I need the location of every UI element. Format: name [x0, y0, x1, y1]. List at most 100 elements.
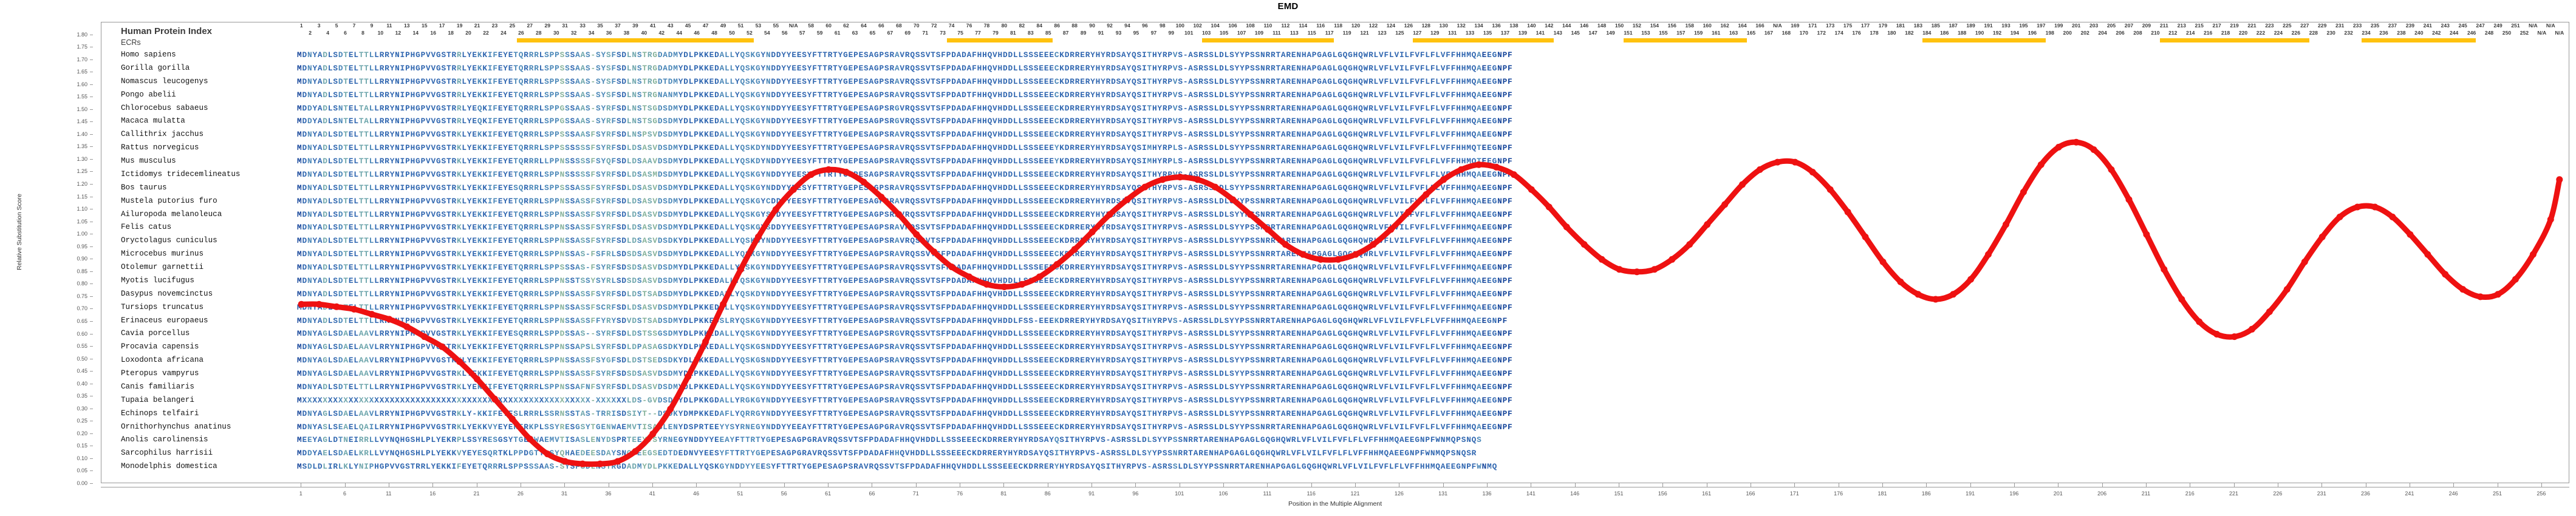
y-axis: 0.00 0.05 0.10 0.15 0.20 0.25 0.30 0.35 0.40 0.45… — [0, 22, 101, 486]
y-tick-mark — [90, 433, 93, 434]
species-label[interactable]: Anolis carolinensis — [121, 435, 208, 444]
sequence-text[interactable]: MDNYADLSDTELTTLLRRYNIPHGPVVGSTRKLYEKKIFE… — [297, 382, 1513, 392]
species-label[interactable]: Microcebus murinus — [121, 250, 204, 259]
sequence-text[interactable]: MDNYADLSDTELTTLLRRYNIPHGPVVGSTRRLYEKKIFE… — [297, 50, 1513, 59]
species-label[interactable]: Otolemur garnettii — [121, 263, 204, 271]
species-label[interactable]: Gorilla gorilla — [121, 63, 190, 72]
sequence-text[interactable]: MDNYADLSDTELTTLLRRYNIPHGPVVGSTRKLYEKKIFE… — [297, 130, 1513, 140]
y-tick-label: 0.50 — [77, 355, 87, 362]
species-label[interactable]: Mustela putorius furo — [121, 196, 217, 205]
column-number: 87 — [1062, 30, 1069, 36]
column-number: 130 — [1439, 22, 1448, 29]
y-tick-mark — [90, 296, 93, 297]
sequence-text[interactable]: MDNYAGLSDAELAAVLRRYNIPHGPVVGSTRKLYEKKIFE… — [297, 369, 1513, 378]
sequence-text[interactable]: MDNYAGLSDAELAAVLRRYNIPHGPVVGSTRKLYEKKIFE… — [297, 329, 1513, 339]
y-tick-mark — [90, 371, 93, 372]
species-label[interactable]: Tursiops truncatus — [121, 302, 204, 311]
species-label[interactable]: Erinaceus europaeus — [121, 316, 208, 325]
column-number: 42 — [658, 30, 665, 36]
ecr-bar[interactable] — [1624, 38, 1747, 42]
ecr-bar[interactable] — [1413, 38, 1554, 42]
sequence-text[interactable]: MDNYADLSDTELTTLLRRYNIPHGPVVGSTRKLYEKKIFE… — [297, 157, 1513, 166]
sequence-text[interactable]: MDNYASLSEAELQAILRRYNIPHGPVVGSTRKLYEKKVYE… — [297, 422, 1513, 432]
sequence-text[interactable]: MDNYADLSDTELTTLLRRYNIPHGPVVGSTRKLYEKKIFE… — [297, 263, 1513, 272]
sequence-text[interactable]: MDDYAELSDAELKRLLVYNQHGSHLPLYEKKVYEYESQRT… — [297, 449, 1477, 458]
sequence-text[interactable]: MDNYADLSDTELTTLLRRYNIPHGPVVGSTRKLYEKKIFE… — [297, 316, 1508, 325]
column-number: 195 — [2019, 22, 2028, 29]
sequence-text[interactable]: MDNYADLSDTELTTLLRRYNIPHGPVVGSTRKLYEKKIFE… — [297, 289, 1513, 299]
species-label[interactable]: Macaca mulatta — [121, 117, 185, 126]
sequence-text[interactable]: MDNYADLSDTELTTLLRRYNIPHGPVVGSTRKLYEKKIFE… — [297, 209, 1513, 219]
y-tick-label: 1.45 — [77, 118, 87, 125]
species-label[interactable]: Homo sapiens — [121, 50, 176, 59]
y-tick-mark — [90, 109, 93, 110]
species-label[interactable]: Pongo abelii — [121, 90, 176, 99]
sequence-text[interactable]: MSDLDLIRLKLYNIPHGPVVGSTRRLYEKKIFEYETQRRR… — [297, 462, 1498, 472]
sequence-text[interactable]: MDNYADLSDTELTTLLRRYNIPHGPVVGSTRRLYEKKIFE… — [297, 63, 1513, 73]
column-number: 220 — [2238, 30, 2248, 36]
species-label[interactable]: Tupaia belangeri — [121, 395, 194, 404]
ecr-bar[interactable] — [2159, 38, 2309, 42]
species-label[interactable]: Ornithorhynchus anatinus — [121, 422, 231, 431]
y-tick-label: 0.05 — [77, 467, 87, 474]
species-label[interactable]: Mus musculus — [121, 157, 176, 165]
species-label[interactable]: Nomascus leucogenys — [121, 76, 208, 86]
sequence-text[interactable]: MDDYADLSNTELTALLRRYNIPHGPVVGSTRRLYEQKIFE… — [297, 117, 1513, 126]
column-number: 90 — [1089, 22, 1095, 29]
species-label[interactable]: Oryctolagus cuniculus — [121, 236, 217, 245]
species-label[interactable]: Callithrix jacchus — [121, 130, 204, 139]
ecr-bar[interactable] — [1922, 38, 2046, 42]
species-label[interactable]: Rattus norvegicus — [121, 143, 199, 152]
column-number: 59 — [816, 30, 823, 36]
species-label[interactable]: Cavia porcellus — [121, 329, 190, 338]
species-label[interactable]: Canis familiaris — [121, 382, 194, 391]
column-number: 61 — [834, 30, 841, 36]
x-tick-label: 231 — [2317, 491, 2326, 497]
ecr-bar[interactable] — [2362, 38, 2476, 42]
sequence-text[interactable]: MDNYADLSDTELTTLLRRYNIPHGPVVGSTRRLYEKKIFE… — [297, 76, 1513, 86]
species-label[interactable]: Pteropus vampyrus — [121, 369, 199, 378]
species-label[interactable]: Ictidomys tridecemlineatus — [121, 169, 241, 178]
y-tick-mark — [90, 158, 93, 160]
x-tick-label: 136 — [1482, 491, 1492, 497]
ecr-bar[interactable] — [516, 38, 754, 42]
sequence-text[interactable]: MDNYADLSDTELTTLLRRYNIPHGPVVGSTRKLYEKKIFE… — [297, 250, 1513, 259]
species-label[interactable]: Ailuropoda melanoleuca — [121, 209, 222, 219]
sequence-text[interactable]: MDNYADLSDTELTTLLRRYNIPHGPVVGSTRKLYEKKIFE… — [297, 223, 1513, 233]
x-tick-label: 111 — [1263, 491, 1272, 497]
sequence-text[interactable]: MEEYAGLDTNEIRRLLVYNQHGSHLPLYEKRPLSSYRESG… — [297, 435, 1482, 445]
species-label[interactable]: Chlorocebus sabaeus — [121, 103, 208, 112]
species-label[interactable]: Bos taurus — [121, 183, 167, 192]
sequence-text[interactable]: MDNYADLSDTELTTLLRRYNIPHGPVVGSTRKLYEKKIFE… — [297, 302, 1513, 312]
y-tick-label: 1.60 — [77, 81, 87, 87]
species-label[interactable]: Myotis lucifugus — [121, 276, 194, 285]
ecr-bar[interactable] — [1201, 38, 1334, 42]
column-number: 6 — [344, 30, 347, 36]
sequence-text[interactable]: MDNYADLSDTELTTLLRRYNIPHGPVVGSTRKLYEKKIFE… — [297, 276, 1513, 285]
species-label[interactable]: Felis catus — [121, 223, 172, 232]
column-number: 57 — [799, 30, 805, 36]
sequence-text[interactable]: MDNYAGLSDAELAAVLRRYNIPHGPVVGSTRKLYEKKIFE… — [297, 356, 1513, 365]
species-label[interactable]: Echinops telfairi — [121, 409, 199, 418]
sequence-text[interactable]: MDNYAGLSDAELAAVLRRYNIPHGPVVGSTRKLY-KKIFE… — [297, 409, 1513, 418]
sequence-text[interactable]: MXXXXXXXXXXXXXXXXXXXXXXXXXXXXXXXXXXXXXXX… — [297, 395, 1513, 405]
species-label[interactable]: Monodelphis domestica — [121, 462, 217, 471]
sequence-text[interactable]: MDNYADLSDTELTTLLRRYNIPHGPVVGSTRKLYEKKIFE… — [297, 236, 1513, 246]
alignment-rows[interactable]: Homo sapiens MDNYADLSDTELTTLLRRYNIPHGPVVG… — [101, 22, 2569, 483]
species-label[interactable]: Loxodonta africana — [121, 356, 204, 365]
sequence-text[interactable]: MDNYADLSDTELTTLLRRYNIPHGPVVGSTRRLYEKKIFE… — [297, 90, 1513, 100]
species-label[interactable]: Procavia capensis — [121, 342, 199, 351]
sequence-text[interactable]: MDNYADLSDTELTTLLRRYNIPHGPVVGSTRKLYEKKIFE… — [297, 143, 1513, 153]
species-label[interactable]: Dasypus novemcinctus — [121, 289, 213, 298]
y-tick-label: 0.10 — [77, 455, 87, 461]
y-tick-label: 1.70 — [77, 56, 87, 63]
sequence-text[interactable]: MDNYADLSDTELTTLLRRYNIPHGPVVGSTRKLYEKKIFE… — [297, 169, 1513, 179]
sequence-text[interactable]: MDNYAGLSDAELAAVLRRYNIPHGPVVGSTRKLYEKKIFE… — [297, 342, 1513, 352]
alignment-plot-area[interactable]: 1 2 3 4 5 6 7 8 9 10 11 12 13 14 15 16 17 18 19 20 21 22 23 24 2… — [101, 22, 2569, 483]
sequence-text[interactable]: MDNYADLSDTELTTLLRRYNIPHGPVVGSTRKLYEKKIFE… — [297, 183, 1513, 192]
species-label[interactable]: Sarcophilus harrisii — [121, 449, 213, 458]
sequence-text[interactable]: MDDYADLSNTELTALLRRYNIPHGPVVGSTRRLYEQKIFE… — [297, 103, 1513, 113]
sequence-text[interactable]: MDNYADLSDTELTTLLRRYNIPHGPVVGSTRKLYEKKIFE… — [297, 196, 1513, 206]
ecr-bar[interactable] — [947, 38, 1053, 42]
y-tick-label: 1.30 — [77, 155, 87, 162]
